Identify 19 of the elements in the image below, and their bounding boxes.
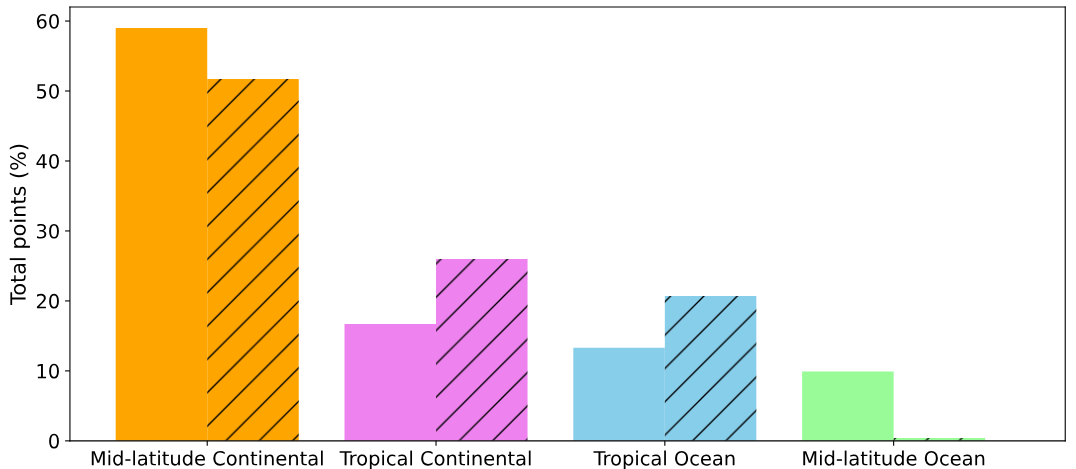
x-tick-label: Tropical Ocean (593, 450, 735, 469)
y-tick-label: 20 (36, 293, 59, 309)
bar (207, 79, 299, 441)
x-tick-label: Mid-latitude Continental (91, 450, 323, 466)
bar (802, 371, 894, 441)
bar (436, 258, 528, 441)
x-tick-label: Tropical Continental (339, 450, 531, 469)
y-tick-label: 10 (37, 363, 59, 379)
y-tick-label: 30 (36, 223, 59, 239)
y-tick-label: 60 (36, 13, 59, 29)
x-tick-label: Mid-latitude Ocean (803, 450, 985, 466)
y-tick-label: 0 (49, 433, 59, 449)
y-tick-label: 40 (36, 153, 59, 169)
bar (115, 28, 208, 441)
bar (344, 324, 437, 441)
y-axis-title: Total points (%) (9, 144, 30, 305)
bar (573, 347, 665, 441)
y-tick-label: 50 (36, 83, 59, 99)
bar (664, 296, 757, 441)
